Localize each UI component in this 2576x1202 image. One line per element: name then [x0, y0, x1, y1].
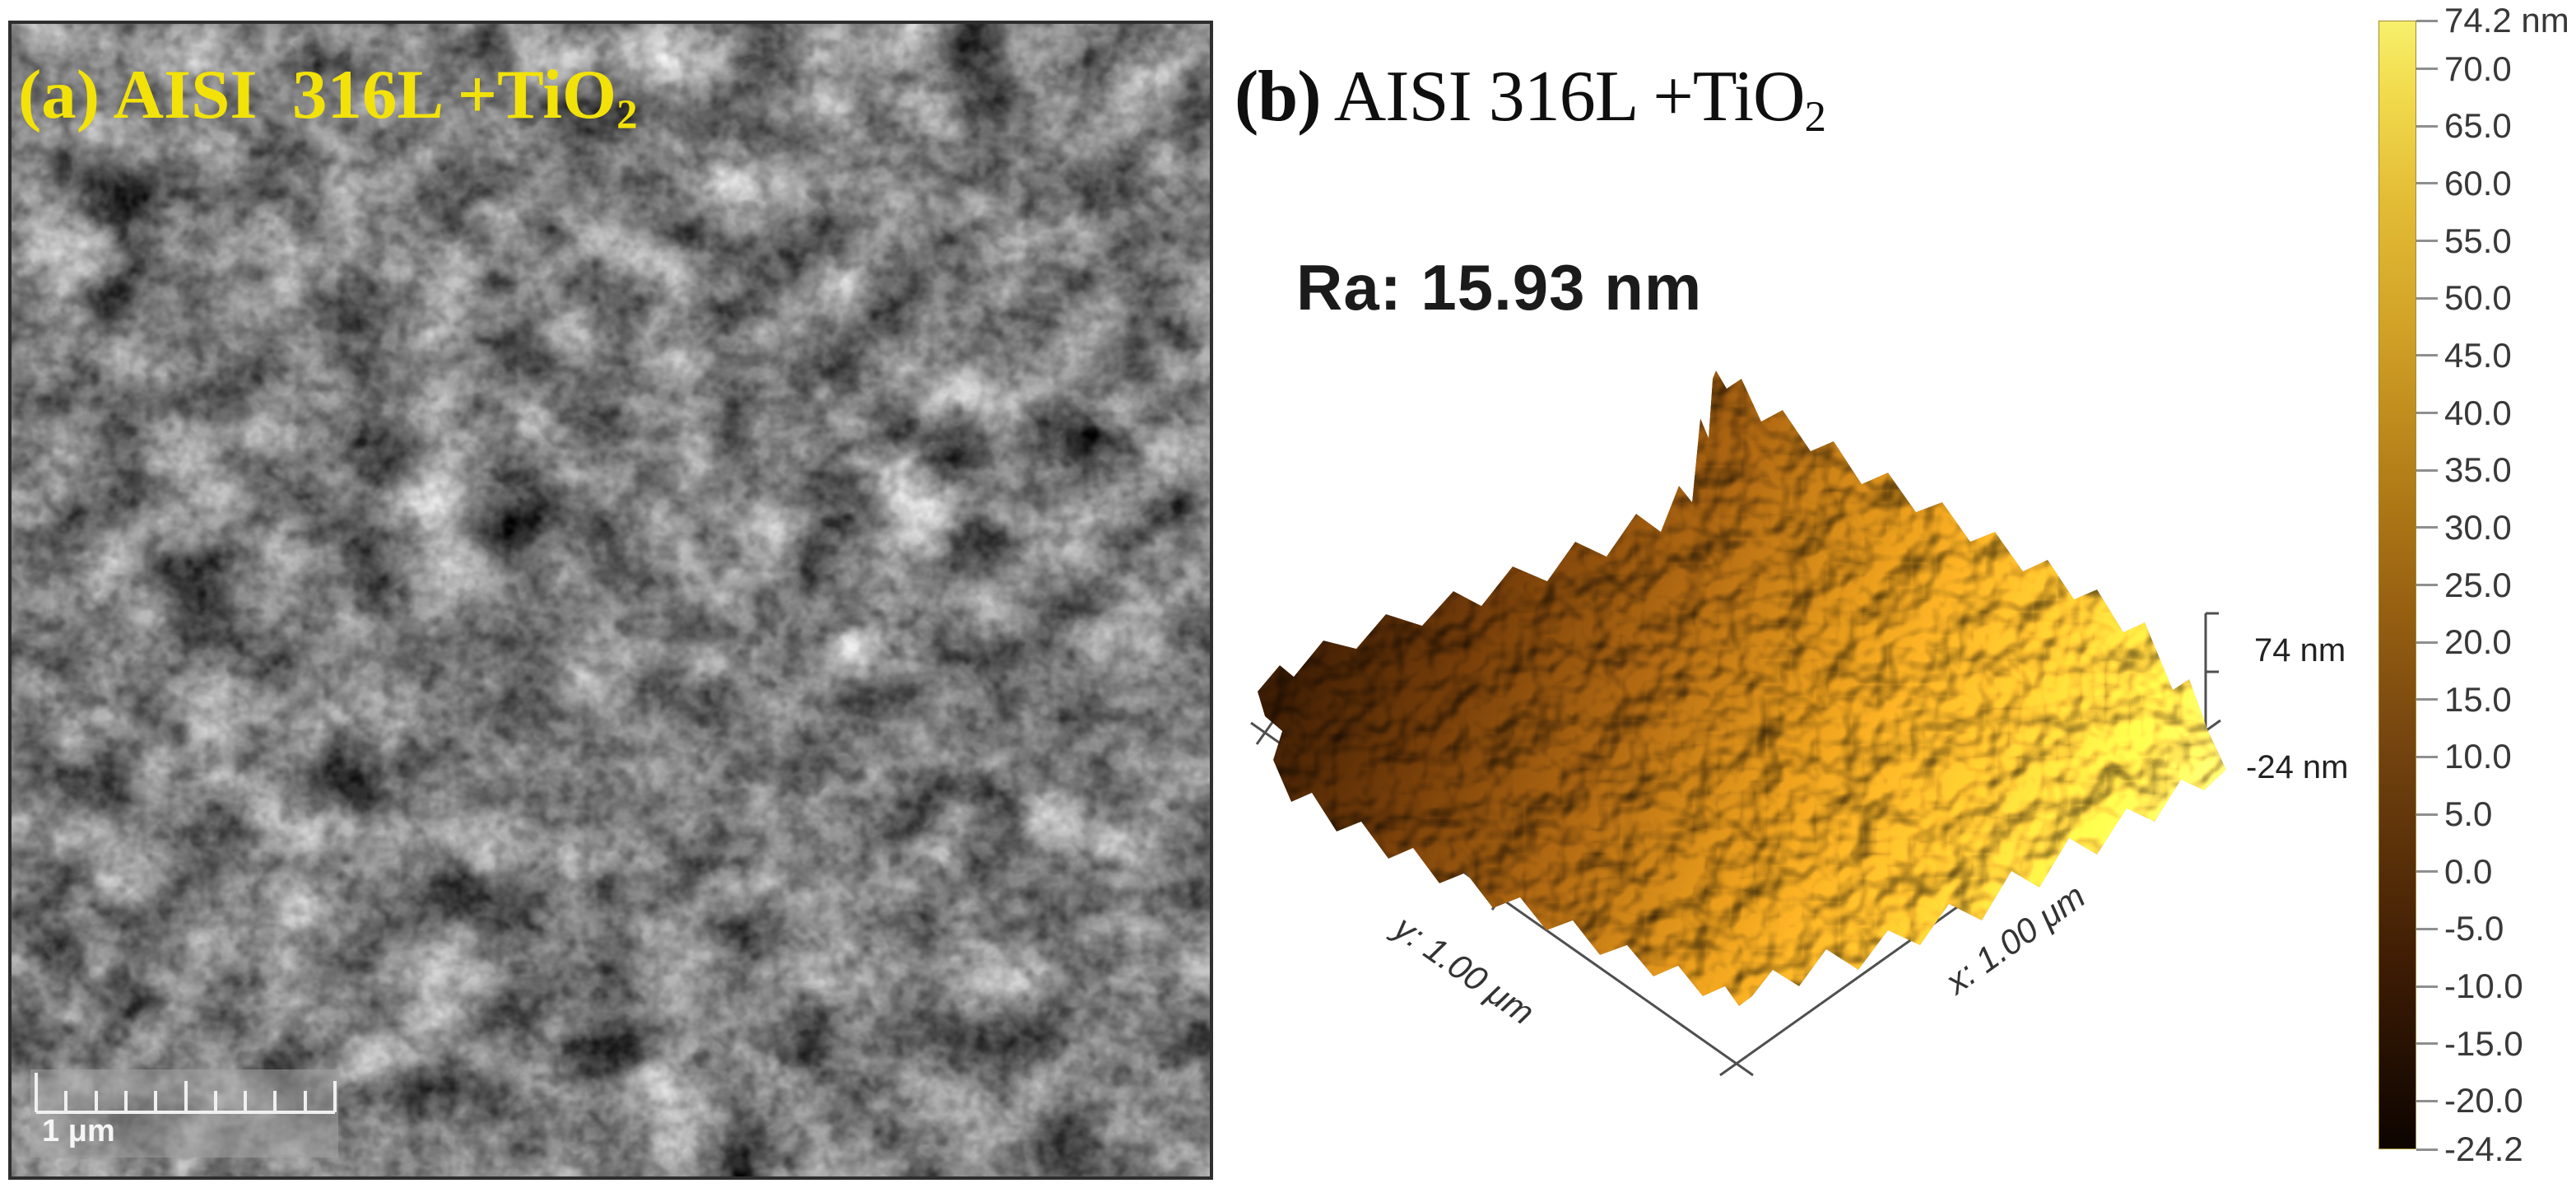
colorbar: [2378, 21, 2416, 1149]
y-axis-label: y: 1.00 μm: [1385, 906, 1541, 1032]
colorbar-tick: [2416, 1099, 2438, 1102]
colorbar-tick: [2416, 68, 2438, 71]
colorbar-tick-label: 0.0: [2444, 851, 2493, 891]
colorbar-tick-label: 70.0: [2444, 49, 2512, 88]
afm-surface: [1258, 370, 2226, 1006]
colorbar-tick-label: 30.0: [2444, 507, 2512, 547]
colorbar-tick-label: -15.0: [2444, 1023, 2523, 1063]
roughness-value: Ra: 15.93 nm: [1296, 251, 1703, 324]
colorbar-tick-label: -20.0: [2444, 1081, 2523, 1120]
colorbar-tick-label: 60.0: [2444, 163, 2512, 203]
colorbar-tick-label: 65.0: [2444, 106, 2512, 146]
colorbar-tick: [2416, 813, 2438, 816]
colorbar-tick-label: 15.0: [2444, 679, 2512, 719]
colorbar-tick: [2416, 240, 2438, 242]
colorbar-tick: [2416, 526, 2438, 529]
colorbar-tick-label: -10.0: [2444, 967, 2523, 1006]
panel-a-label: (a) AISI 316L +TiO2: [18, 60, 638, 137]
colorbar-tick-label: 40.0: [2444, 393, 2512, 432]
panel-b-label: (b) AISI 316L +TiO2: [1235, 61, 1826, 139]
colorbar-tick-label: 35.0: [2444, 450, 2512, 490]
colorbar-tick: [2416, 698, 2438, 701]
colorbar-ticks: 74.2 nm 70.0 65.0 60.0 55.0 50.0 45.0 40.0 35.0 3…: [2416, 3, 2576, 1167]
colorbar-tick-label: 74.2 nm: [2444, 1, 2569, 40]
colorbar-tick-label: -24.2: [2444, 1130, 2523, 1168]
colorbar-tick: [2416, 870, 2438, 874]
colorbar-tick: [2416, 927, 2438, 930]
colorbar-tick: [2416, 1042, 2438, 1046]
colorbar-tick: [2416, 985, 2438, 988]
colorbar-tick: [2416, 641, 2438, 644]
panel-b-label-subscript: 2: [1804, 93, 1826, 142]
colorbar-tick: [2416, 584, 2438, 586]
sem-micrograph-panel: (a) AISI 316L +TiO2 1 μ: [8, 21, 1213, 1180]
panel-a-label-subscript: 2: [616, 91, 638, 138]
colorbar-tick: [2416, 354, 2438, 357]
y-axis-end-tick: [1255, 720, 1275, 745]
sem-grain-texture: [12, 24, 1210, 1176]
colorbar-tick-label: 20.0: [2444, 622, 2512, 662]
colorbar-tick-label: 50.0: [2444, 278, 2512, 318]
z-max-label: 74 nm: [2254, 632, 2346, 669]
scale-bar-label: 1 μm: [42, 1114, 115, 1148]
colorbar-tick-label: -5.0: [2444, 909, 2504, 948]
colorbar-tick: [2416, 19, 2438, 22]
colorbar-tick: [2416, 124, 2438, 128]
panel-b-label-tag: (b): [1235, 57, 1322, 137]
panel-a-label-text: (a) AISI 316L +TiO: [18, 56, 617, 133]
colorbar-tick-label: 25.0: [2444, 565, 2512, 604]
panel-b-label-text: AISI 316L +TiO: [1320, 57, 1806, 137]
colorbar-tick: [2416, 296, 2438, 300]
colorbar-tick: [2416, 182, 2438, 185]
colorbar-tick-label: 10.0: [2444, 737, 2512, 776]
colorbar-tick: [2416, 412, 2438, 414]
colorbar-tick: [2416, 468, 2438, 472]
colorbar-tick: [2416, 1148, 2438, 1151]
afm-3d-plot: 74 nm -24 nm y: 1.00 μm x: 1.00 μm: [1250, 370, 2349, 1077]
scale-bar-ruler: [35, 1073, 337, 1114]
scale-bar: 1 μm: [30, 1069, 338, 1158]
colorbar-tick: [2416, 755, 2438, 758]
colorbar-tick-label: 5.0: [2444, 794, 2493, 834]
z-min-label: -24 nm: [2246, 749, 2349, 785]
colorbar-tick-label: 55.0: [2444, 221, 2512, 260]
colorbar-tick-label: 45.0: [2444, 335, 2512, 375]
